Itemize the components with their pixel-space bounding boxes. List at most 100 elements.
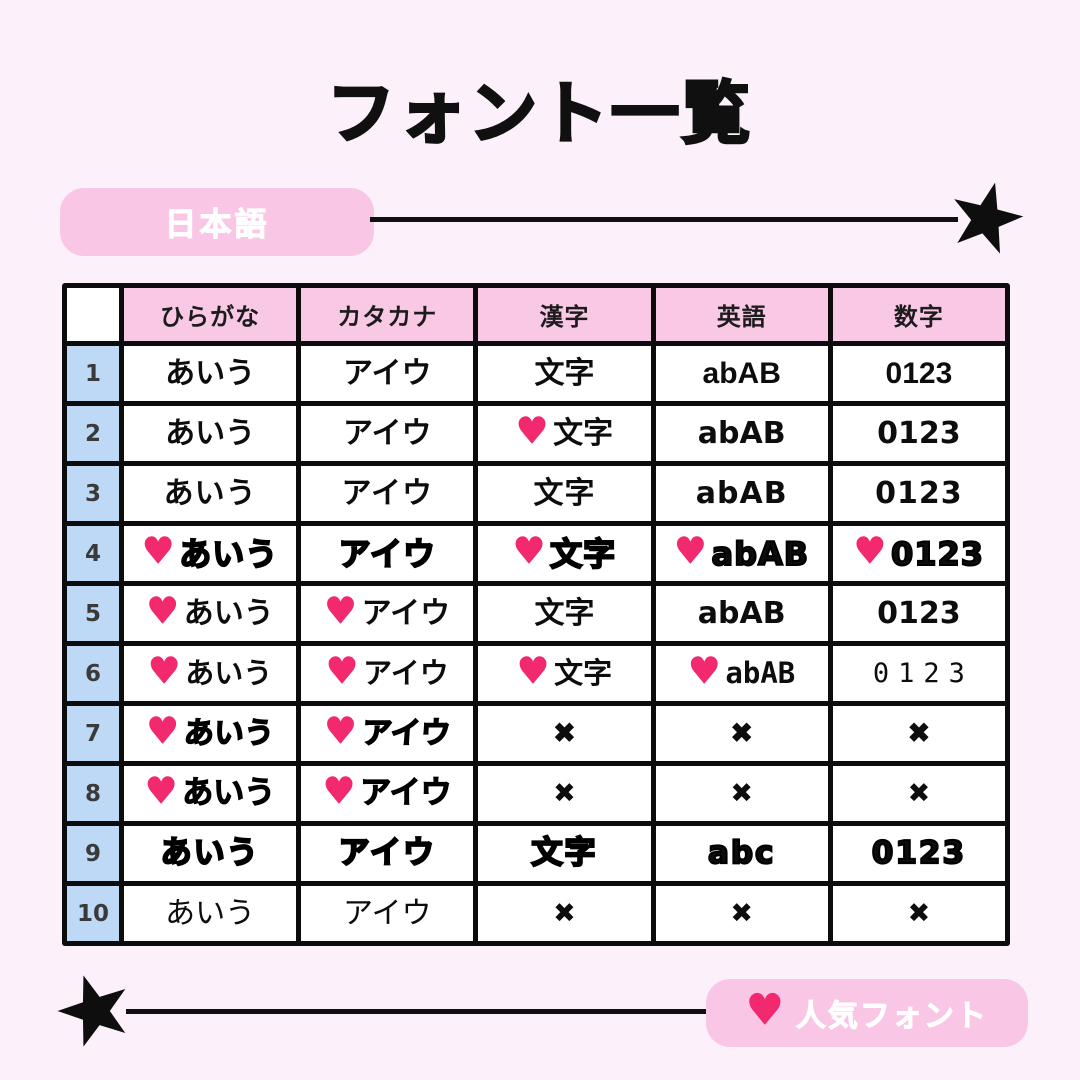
font-sample-cell: 0123	[832, 646, 1005, 701]
font-sample-text: あいう	[165, 895, 256, 931]
font-sample-cell: abAB	[655, 406, 828, 461]
header-cell: カタカナ	[301, 288, 474, 341]
row-number-cell: 5	[67, 586, 119, 641]
font-sample-text: 文字	[534, 356, 595, 390]
font-sample-text: アイウ	[337, 835, 437, 871]
font-sample-cell: 文字	[478, 346, 651, 401]
legend-divider-line	[126, 1009, 708, 1014]
font-sample-cell: アイウ	[301, 406, 474, 461]
font-sample-text: ✖	[907, 898, 931, 929]
font-sample-text: ✖	[730, 718, 753, 749]
font-sample-cell: あいう	[124, 466, 297, 521]
font-sample-text: アイウ	[338, 534, 436, 573]
font-sample-text: あいう	[165, 356, 256, 390]
font-sample-cell: abAB	[655, 466, 828, 521]
font-sample-cell: abc	[655, 826, 828, 881]
font-sample-cell: ♥ あいう	[124, 706, 297, 761]
cross-mark-cell: ✖	[832, 886, 1005, 941]
font-sample-text: 0123	[877, 415, 961, 451]
font-sample-cell: アイウ	[301, 526, 474, 581]
header-cell: 数字	[832, 288, 1005, 341]
font-sample-cell: あいう	[124, 886, 297, 941]
font-sample-text: アイウ	[343, 415, 432, 451]
font-sample-text: アイウ	[343, 895, 432, 931]
font-sample-text: あいう	[185, 656, 273, 690]
font-sample-cell: 文字	[478, 826, 651, 881]
header-cell: 漢字	[478, 288, 651, 341]
row-number-cell: 2	[67, 406, 119, 461]
font-sample-cell: ♥ 文字	[478, 646, 651, 701]
font-sample-cell: アイウ	[301, 826, 474, 881]
font-sample-text: ✖	[730, 778, 753, 809]
font-sample-text: あいう	[183, 595, 274, 631]
font-sample-text: 0123	[890, 534, 985, 573]
popular-heart-icon: ♥	[515, 410, 549, 452]
font-sample-cell: abAB	[655, 586, 828, 641]
font-sample-cell: アイウ	[301, 466, 474, 521]
popular-heart-icon: ♥	[516, 650, 550, 692]
font-sample-cell: 0123	[832, 826, 1005, 881]
table-corner-cell	[67, 288, 119, 341]
font-sample-text: ✖	[553, 718, 576, 749]
popular-font-legend-pill: ♥ 人気フォント	[706, 979, 1028, 1047]
cross-mark-cell: ✖	[832, 706, 1005, 761]
font-sample-cell: ♥ 0123	[832, 526, 1005, 581]
font-sample-cell: あいう	[124, 406, 297, 461]
star-icon	[939, 172, 1034, 267]
font-sample-cell: ♥ 文字	[478, 526, 651, 581]
popular-heart-icon: ♥	[147, 650, 181, 692]
font-sample-text: ✖	[553, 898, 576, 929]
font-sample-text: 文字	[554, 656, 613, 690]
font-sample-text: 文字	[533, 475, 596, 511]
font-sample-text: あいう	[165, 415, 256, 451]
font-sample-cell: アイウ	[301, 886, 474, 941]
header-cell: ひらがな	[124, 288, 297, 341]
row-number-cell: 8	[67, 766, 119, 821]
popular-heart-icon: ♥	[324, 590, 357, 632]
font-sample-cell: ♥ アイウ	[301, 586, 474, 641]
popular-heart-icon: ♥	[324, 710, 357, 752]
font-sample-cell: 0123	[832, 466, 1005, 521]
font-sample-text: アイウ	[361, 595, 451, 631]
page-title: フォント一覧	[325, 74, 753, 156]
font-sample-text: あいう	[178, 534, 279, 573]
popular-heart-icon: ♥	[325, 650, 359, 692]
popular-font-label: 人気フォント	[795, 999, 988, 1035]
font-sample-text: 文字	[530, 835, 598, 871]
font-sample-text: 0123	[875, 475, 963, 511]
row-number-cell: 1	[67, 346, 119, 401]
font-sample-cell: 文字	[478, 586, 651, 641]
font-sample-text: 0123	[885, 356, 953, 390]
font-sample-cell: 文字	[478, 466, 651, 521]
font-sample-text: 文字	[553, 415, 614, 451]
font-sample-text: ✖	[730, 898, 753, 929]
font-sample-cell: 0123	[832, 406, 1005, 461]
popular-heart-icon: ♥	[512, 530, 546, 572]
font-sample-text: abAB	[725, 656, 796, 690]
font-sample-text: あいう	[159, 835, 260, 871]
font-sample-cell: ♥ アイウ	[301, 706, 474, 761]
font-sample-cell: アイウ	[301, 346, 474, 401]
font-sample-text: アイウ	[360, 715, 452, 752]
font-sample-text: abAB	[695, 475, 788, 511]
popular-heart-icon: ♥	[853, 530, 886, 572]
font-sample-text: アイウ	[341, 475, 434, 511]
font-sample-cell: 0123	[832, 346, 1005, 401]
font-sample-cell: ♥ abAB	[655, 646, 828, 701]
row-number-cell: 7	[67, 706, 119, 761]
japanese-section-label: 日本語	[164, 205, 270, 244]
japanese-section-pill: 日本語	[60, 188, 374, 256]
cross-mark-cell: ✖	[832, 766, 1005, 821]
font-sample-cell: あいう	[124, 826, 297, 881]
font-sample-text: abAB	[697, 415, 786, 451]
font-sample-text: ✖	[907, 718, 931, 749]
font-sample-cell: ♥ あいう	[124, 586, 297, 641]
font-sample-text: あいう	[182, 775, 276, 811]
popular-heart-icon: ♥	[144, 770, 178, 812]
font-sample-text: abAB	[697, 595, 786, 631]
font-sample-cell: ♥ 文字	[478, 406, 651, 461]
cross-mark-cell: ✖	[655, 766, 828, 821]
font-sample-text: abAB	[702, 356, 781, 390]
popular-heart-icon: ♥	[688, 650, 721, 692]
font-sample-text: あいう	[182, 715, 276, 752]
